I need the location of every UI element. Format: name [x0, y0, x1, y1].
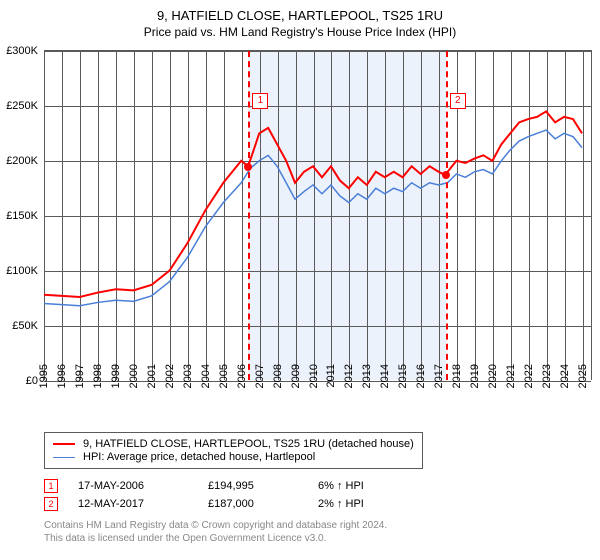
- marker-line: [248, 51, 250, 380]
- licence-footer: Contains HM Land Registry data © Crown c…: [44, 519, 584, 545]
- sale-vs-hpi: 2% ↑ HPI: [318, 498, 428, 510]
- marker-line: [446, 51, 448, 380]
- title-main: 9, HATFIELD CLOSE, HARTLEPOOL, TS25 1RU: [0, 8, 600, 23]
- legend-swatch-icon: [53, 443, 75, 445]
- y-tick-label: £250K: [6, 100, 38, 112]
- line-series: [44, 51, 591, 380]
- marker-label-box: 1: [252, 93, 268, 109]
- y-tick-label: £150K: [6, 210, 38, 222]
- table-row: 2 12-MAY-2017 £187,000 2% ↑ HPI: [44, 497, 584, 511]
- row-marker-icon: 1: [44, 479, 58, 493]
- title-sub: Price paid vs. HM Land Registry's House …: [0, 25, 600, 39]
- y-tick-label: £300K: [6, 45, 38, 57]
- series-price_paid: [44, 111, 582, 297]
- chart-plot-area: £0£50K£100K£150K£200K£250K£300K 19951996…: [44, 50, 592, 380]
- footer-line: This data is licensed under the Open Gov…: [44, 532, 584, 545]
- y-tick-label: £200K: [6, 155, 38, 167]
- sale-vs-hpi: 6% ↑ HPI: [318, 480, 428, 492]
- legend-and-footer: 9, HATFIELD CLOSE, HARTLEPOOL, TS25 1RU …: [44, 432, 584, 545]
- marker-dot-icon: [442, 171, 450, 179]
- legend-item-hpi: HPI: Average price, detached house, Hart…: [53, 451, 414, 463]
- sales-table: 1 17-MAY-2006 £194,995 6% ↑ HPI 2 12-MAY…: [44, 479, 584, 511]
- footer-line: Contains HM Land Registry data © Crown c…: [44, 519, 584, 532]
- series-hpi: [44, 130, 582, 306]
- table-row: 1 17-MAY-2006 £194,995 6% ↑ HPI: [44, 479, 584, 493]
- marker-label-box: 2: [450, 93, 466, 109]
- sale-date: 12-MAY-2017: [78, 498, 208, 510]
- row-marker-icon: 2: [44, 497, 58, 511]
- y-tick-label: £0: [26, 375, 38, 387]
- y-tick-label: £50K: [12, 320, 38, 332]
- sale-price: £194,995: [208, 480, 318, 492]
- sale-price: £187,000: [208, 498, 318, 510]
- legend-label: 9, HATFIELD CLOSE, HARTLEPOOL, TS25 1RU …: [83, 438, 414, 450]
- y-tick-label: £100K: [6, 265, 38, 277]
- legend-item-price-paid: 9, HATFIELD CLOSE, HARTLEPOOL, TS25 1RU …: [53, 438, 414, 450]
- legend-swatch-icon: [53, 457, 75, 458]
- chart-titles: 9, HATFIELD CLOSE, HARTLEPOOL, TS25 1RU …: [0, 0, 600, 41]
- sale-date: 17-MAY-2006: [78, 480, 208, 492]
- legend-box: 9, HATFIELD CLOSE, HARTLEPOOL, TS25 1RU …: [44, 432, 423, 469]
- legend-label: HPI: Average price, detached house, Hart…: [83, 451, 315, 463]
- marker-dot-icon: [244, 163, 252, 171]
